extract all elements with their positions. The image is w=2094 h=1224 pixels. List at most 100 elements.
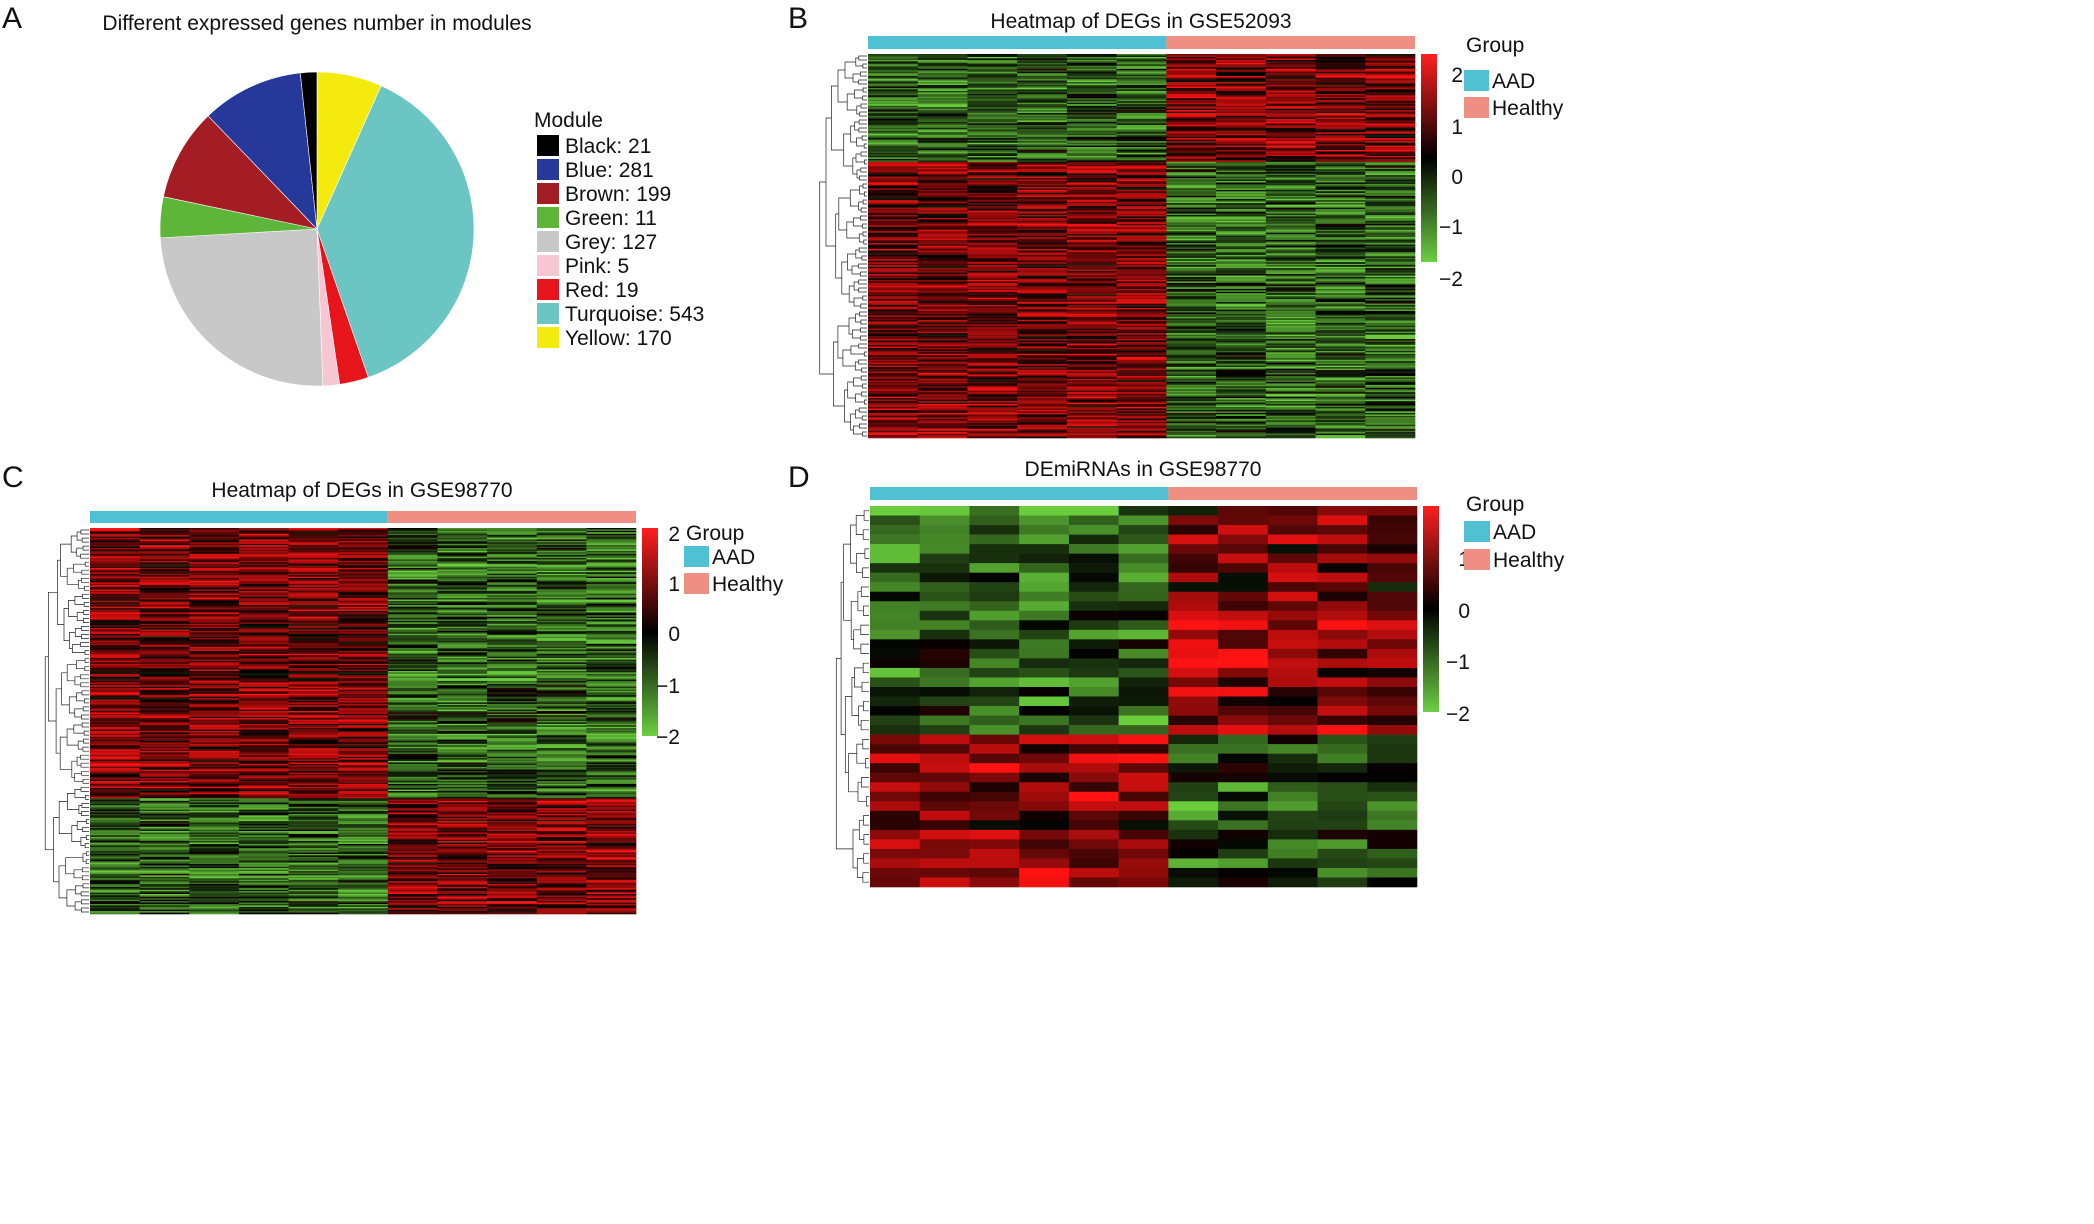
heatmap-c-cell [238,766,289,769]
heatmap-b-cell [1116,70,1167,73]
heatmap-b-cell [917,150,968,152]
heatmap-b-cell [967,364,1018,366]
heatmap-b-cell [1265,328,1316,331]
heatmap-b-cell [1066,339,1117,341]
heatmap-b-cell [1166,183,1217,186]
heatmap-c-cell [238,683,289,686]
heatmap-c-cell [586,761,637,763]
heatmap-c-cell [90,653,140,656]
heatmap-b-cell [1216,148,1267,151]
heatmap-b-cell [868,210,919,213]
heatmap-c-cell [288,789,339,792]
heatmap-b-cell [1066,266,1117,269]
heatmap-b-cell [917,405,968,408]
heatmap-c-cell [238,610,289,613]
heatmap-c-cell [288,576,339,579]
heatmap-b-cell [1365,337,1416,340]
heatmap-c-cell [536,622,587,625]
heatmap-b-cell [1216,217,1267,220]
heatmap-c-cell [487,713,538,716]
heatmap-c-cell [586,710,637,713]
heatmap-b-cell [1365,260,1416,263]
heatmap-b-cell [1166,346,1217,349]
heatmap-c-cell [487,685,538,687]
heatmap-c-cell [189,589,240,592]
heatmap-b-cell [1315,331,1366,334]
heatmap-b-cell [1166,201,1217,204]
heatmap-b-cell [917,167,968,170]
heatmap-b-cell [1265,74,1316,77]
heatmap-b-cell [967,310,1018,313]
heatmap-b-cell [1216,356,1267,359]
heatmap-b-cell [868,433,919,436]
heatmap-b-cell [1265,374,1316,377]
heatmap-c-cell [487,542,538,545]
heatmap-b-cell [1365,386,1416,389]
heatmap-b-cell [1066,383,1117,386]
heatmap-c-cell [387,636,438,639]
heatmap-c-cell [189,620,240,623]
heatmap-c-cell [387,772,438,775]
heatmap-b-cell [1265,303,1316,306]
heatmap-c-cell [189,545,240,547]
heatmap-b-cell [868,384,919,387]
heatmap-b-cell [1265,116,1316,118]
heatmap-b-cell [1066,203,1117,205]
heatmap-c-cell [139,665,190,667]
heatmap-b-cell [1216,241,1267,244]
heatmap-c-cell [139,619,190,622]
heatmap-c-cell [586,550,637,553]
heatmap-c-cell [288,688,339,690]
heatmap-b-cell [1365,74,1416,77]
heatmap-b-cell [967,102,1018,105]
heatmap-c-cell [189,771,240,773]
heatmap-b-cell [1066,250,1117,253]
heatmap-b-cell [1066,204,1117,207]
heatmap-b-cell [1166,222,1217,225]
heatmap-b-cell [1365,253,1416,256]
heatmap-c-cell [338,763,389,766]
heatmap-b-cell [967,87,1018,90]
heatmap-b-cell [1365,436,1416,439]
heatmap-c-cell [288,749,339,752]
heatmap-b-cell [1116,342,1167,344]
heatmap-c-cell [288,705,339,707]
heatmap-c-cell [387,670,438,673]
heatmap-b-cell [1315,380,1366,383]
heatmap-b-cell [1365,358,1416,361]
heatmap-b-cell [1116,124,1167,127]
heatmap-c-cell [536,570,587,573]
heatmap-b-cell [1017,436,1068,439]
heatmap-c-cell [288,545,339,547]
heatmap-c-cell [238,620,289,623]
heatmap-c-cell [139,535,190,537]
heatmap-c-cell [189,776,240,779]
heatmap-b-cell [1216,107,1267,109]
heatmap-b-cell [1066,142,1117,145]
heatmap-b-cell [1066,111,1117,114]
heatmap-c-cell [139,543,190,546]
heatmap-b-cell [967,92,1018,95]
heatmap-c-cell [586,593,637,596]
heatmap-b-cell [1265,337,1316,340]
heatmap-b-cell [1315,408,1366,411]
heatmap-c-cell [189,668,240,670]
heatmap-b-cell [1315,207,1366,210]
heatmap-c-cell [536,745,587,748]
heatmap-c-cell [338,786,389,789]
heatmap-c-cell [536,529,587,532]
heatmap-b-cell [1365,284,1416,287]
heatmap-c-cell [487,721,538,723]
heatmap-b-cell [1365,396,1416,399]
heatmap-c-cell [437,788,488,790]
heatmap-b-cell [1365,110,1416,112]
heatmap-b-cell [917,263,968,266]
heatmap-c-cell [387,659,438,662]
heatmap-c-cell [288,700,339,703]
heatmap-b-cell [1216,157,1267,160]
heatmap-b-cell [1315,279,1366,282]
heatmap-b-cell [1166,96,1217,99]
heatmap-b-cell [868,254,919,257]
heatmap-b-cell [967,302,1018,304]
heatmap-c-cell [288,530,339,533]
